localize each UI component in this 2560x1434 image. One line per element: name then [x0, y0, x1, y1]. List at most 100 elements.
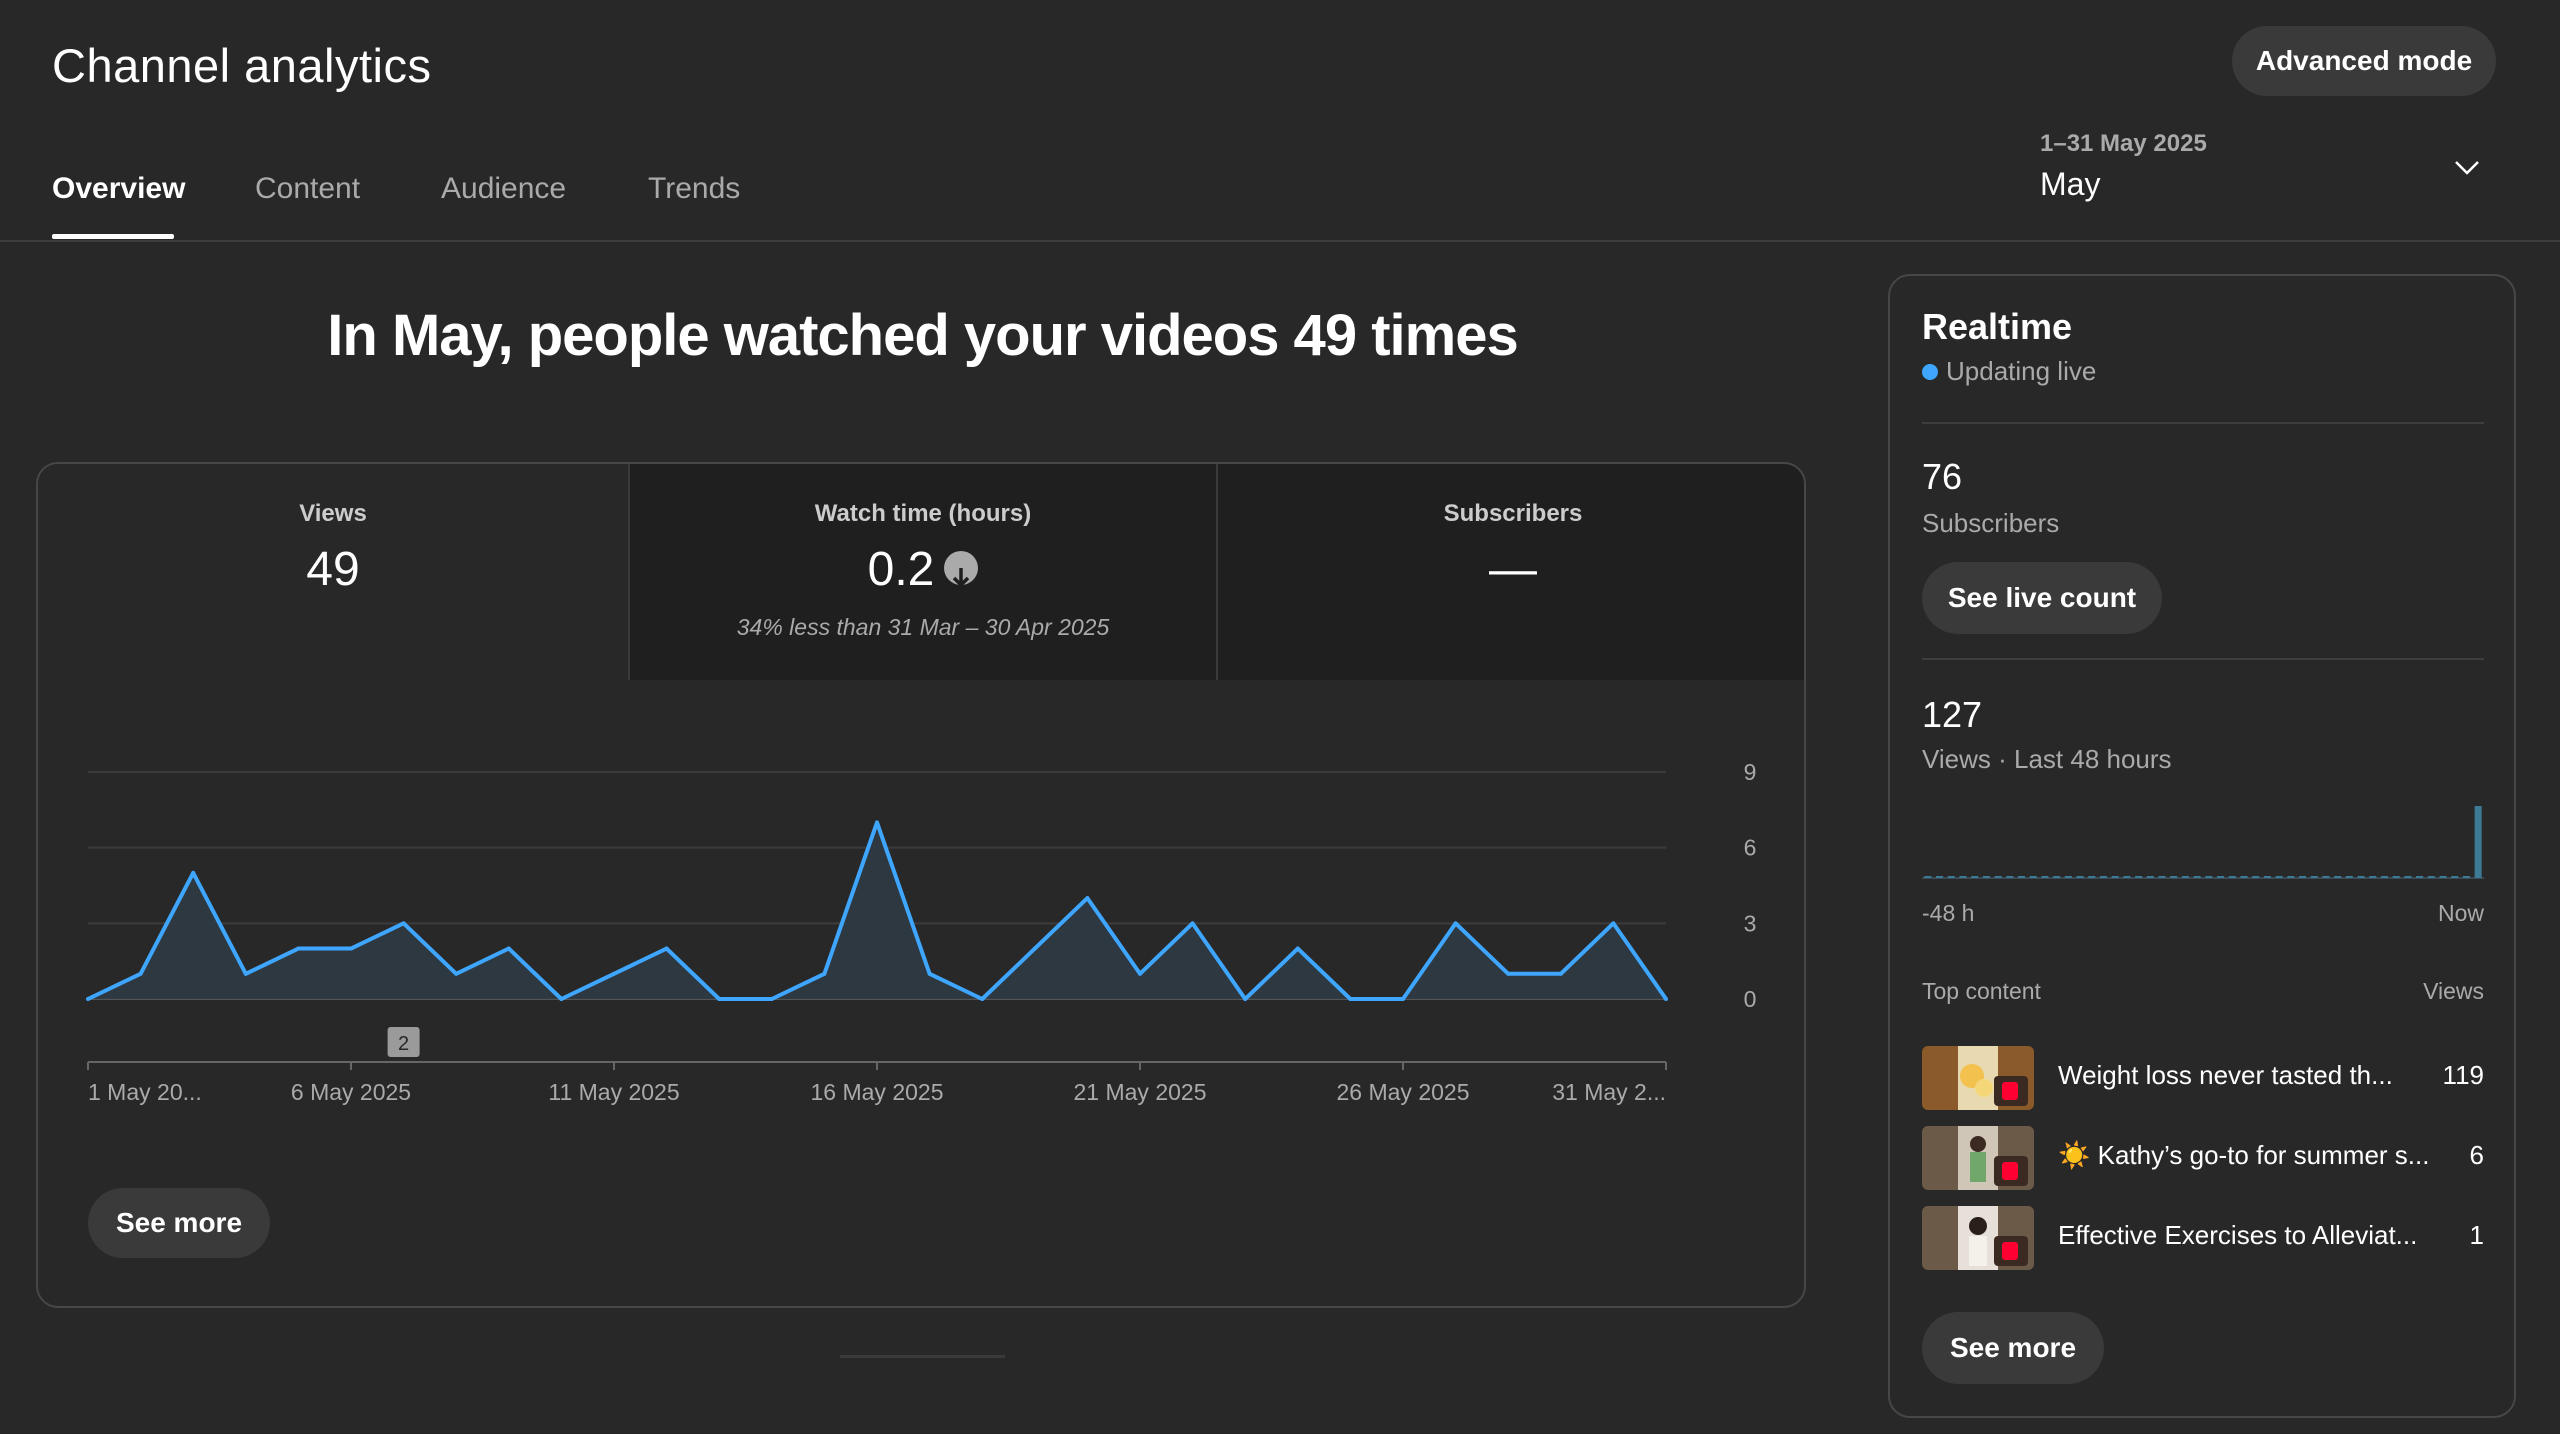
realtime-views-label: Views · Last 48 hours	[1922, 744, 2172, 774]
realtime-bar	[2427, 876, 2435, 878]
data-point	[769, 997, 774, 1001]
data-point	[875, 820, 879, 825]
data-point	[454, 971, 459, 976]
views-area	[88, 822, 1666, 999]
realtime-views-count: 127	[1922, 694, 1983, 735]
x-tick-label: 6 May 2025	[291, 1079, 411, 1105]
live-status: Updating live	[1922, 356, 2096, 387]
divider	[1922, 422, 2484, 424]
data-point	[822, 971, 827, 976]
upload-marker	[387, 1027, 420, 1057]
data-point	[717, 997, 722, 1001]
data-point	[1243, 997, 1248, 1001]
realtime-bar	[2099, 876, 2107, 878]
subscriber-label: Subscribers	[1922, 508, 2060, 538]
realtime-bar	[2357, 876, 2365, 878]
metric-value: 49	[306, 543, 360, 596]
data-point	[86, 997, 90, 1001]
realtime-bar	[2380, 876, 2388, 878]
top-content-item[interactable]: Effective Exercises to Alleviat... 1	[1922, 1206, 2484, 1270]
x-tick-label: 26 May 2025	[1337, 1079, 1470, 1105]
advanced-mode-button[interactable]: Advanced mode	[2232, 26, 2496, 96]
data-point	[1138, 971, 1142, 976]
see-more-top-content-button[interactable]: See more	[1922, 1312, 2104, 1384]
realtime-bar	[2146, 876, 2154, 878]
realtime-bar	[2334, 876, 2342, 878]
realtime-bar	[2006, 876, 2014, 878]
realtime-card: Realtime Updating live 76 Subscribers Se…	[1888, 274, 2516, 1418]
y-tick-label: 3	[1744, 910, 1757, 936]
data-point	[1032, 946, 1037, 951]
y-tick-label: 0	[1744, 986, 1757, 1012]
video-thumbnail	[1922, 1126, 2034, 1190]
date-range-label[interactable]: 1–31 May 2025	[2040, 130, 2207, 157]
data-point	[927, 971, 932, 976]
x-tick-label: 31 May 2...	[1552, 1079, 1666, 1105]
realtime-bar	[2369, 876, 2377, 878]
data-point	[296, 946, 301, 951]
video-thumbnail	[1922, 1046, 2034, 1110]
realtime-bar	[2240, 876, 2248, 878]
metric-watch-time[interactable]: Watch time (hours) 0.2 34% less than 31 …	[628, 464, 1218, 680]
video-title: Weight loss never tasted th...	[2058, 1060, 2393, 1090]
realtime-bar	[2404, 876, 2412, 878]
data-point	[1453, 921, 1458, 926]
data-point	[349, 946, 353, 951]
realtime-bar	[2064, 876, 2072, 878]
metric-label: Watch time (hours)	[814, 500, 1032, 527]
metric-views[interactable]: Views 49	[38, 464, 628, 680]
realtime-bar	[2252, 876, 2260, 878]
video-views: 119	[2442, 1060, 2484, 1090]
data-point	[1558, 971, 1563, 976]
views-chart: 9 6 3 0 1 May 20... 6 May 2025 11 May 2025 16 M…	[86, 759, 1757, 1105]
data-point	[612, 971, 616, 976]
realtime-bar	[2275, 876, 2283, 878]
data-point	[138, 971, 143, 976]
y-tick-label: 9	[1744, 759, 1757, 785]
metric-label: Subscribers	[1443, 500, 1583, 527]
realtime-bar	[2181, 876, 2189, 878]
data-point	[401, 921, 406, 926]
top-content-item[interactable]: ☀️ Kathy’s go-to for summer s... 6	[1922, 1126, 2484, 1190]
see-live-count-button[interactable]: See live count	[1922, 562, 2162, 634]
realtime-bar	[2041, 876, 2049, 878]
realtime-bar	[2299, 876, 2307, 878]
realtime-bar	[2439, 876, 2447, 878]
realtime-bar	[2053, 876, 2061, 878]
realtime-views-chart	[1922, 806, 2484, 879]
x-tick-label: 21 May 2025	[1074, 1079, 1207, 1105]
realtime-bar	[2474, 806, 2482, 878]
realtime-bar	[2263, 876, 2271, 878]
top-content-item[interactable]: Weight loss never tasted th... 119	[1922, 1046, 2484, 1110]
x-tick-label: 16 May 2025	[811, 1079, 944, 1105]
summary-headline: In May, people watched your videos 49 ti…	[327, 303, 1518, 368]
tab-trends[interactable]: Trends	[648, 172, 741, 205]
data-point	[1348, 997, 1353, 1001]
realtime-axis-end: Now	[2437, 900, 2484, 926]
realtime-bar	[2088, 876, 2096, 878]
date-range-value[interactable]: May	[2040, 166, 2101, 202]
realtime-bar	[2123, 876, 2131, 878]
data-point	[1085, 896, 1090, 901]
tab-content[interactable]: Content	[255, 172, 361, 205]
active-tab-indicator	[52, 234, 174, 239]
chevron-down-icon[interactable]	[2452, 156, 2482, 180]
realtime-bar	[2392, 876, 2400, 878]
metric-subscribers[interactable]: Subscribers —	[1218, 464, 1804, 680]
see-more-button[interactable]: See more	[88, 1188, 270, 1258]
tab-overview[interactable]: Overview	[52, 172, 186, 205]
realtime-bar	[2029, 876, 2037, 878]
comparison-text: 34% less than 31 Mar – 30 Apr 2025	[736, 614, 1110, 640]
realtime-bar	[1947, 876, 1955, 878]
metric-label: Views	[299, 500, 367, 527]
live-status-label: Updating live	[1946, 356, 2097, 386]
arrow-down-icon	[944, 551, 979, 588]
data-point	[243, 971, 248, 976]
realtime-bar	[2416, 876, 2424, 878]
top-content-heading: Top content	[1922, 978, 2041, 1004]
realtime-bar	[1959, 876, 1967, 878]
realtime-bar	[2228, 876, 2236, 878]
video-views: 1	[2469, 1220, 2484, 1250]
tab-audience[interactable]: Audience	[441, 172, 567, 205]
realtime-bar	[1971, 876, 1979, 878]
